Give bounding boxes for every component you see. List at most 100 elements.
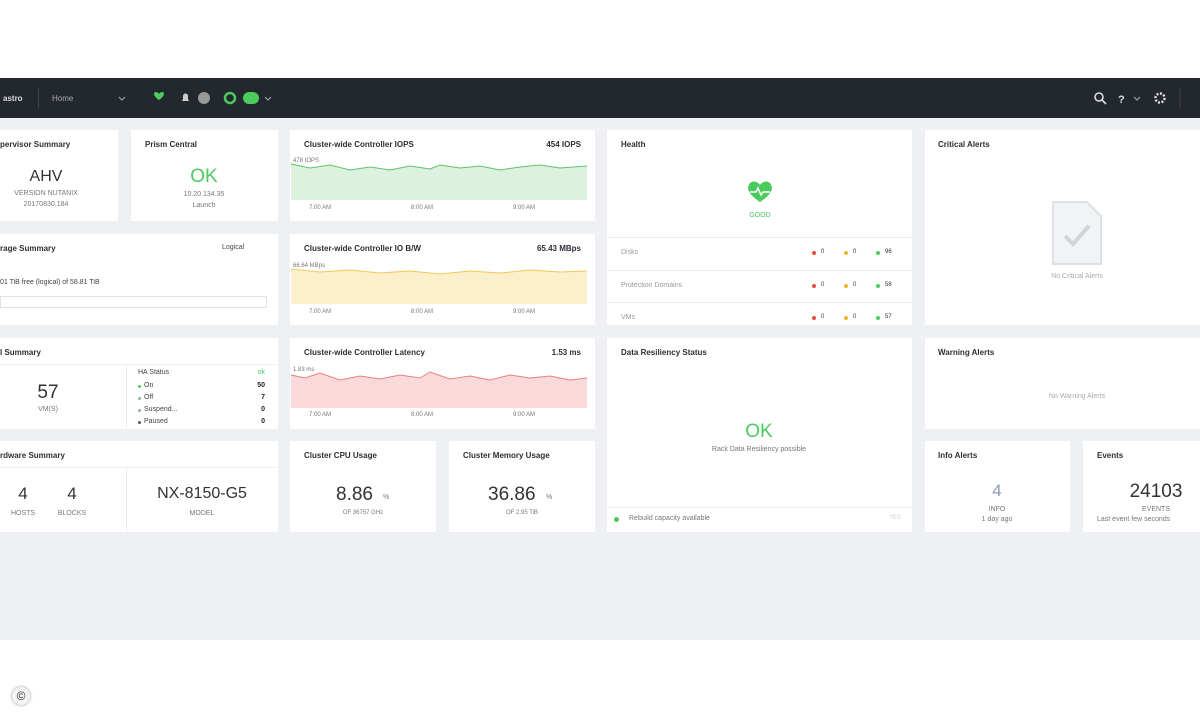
health-row-label: Disks bbox=[621, 249, 639, 256]
health-count: 0 bbox=[853, 249, 857, 255]
warning-text: No Warning Alerts bbox=[1048, 393, 1106, 400]
copyright: © bbox=[12, 687, 30, 705]
ha-row-value: 0 bbox=[261, 418, 265, 425]
ha-row-label: On bbox=[144, 382, 154, 389]
cpu-title: Cluster CPU Usage bbox=[304, 451, 377, 460]
divider bbox=[607, 507, 912, 508]
prism-central-ip: 10.20.134.35 bbox=[183, 191, 225, 198]
health-count: 57 bbox=[885, 314, 892, 320]
health-title: Health bbox=[621, 140, 646, 149]
events-count: 24103 bbox=[1129, 481, 1183, 502]
cpu-unit: % bbox=[383, 494, 390, 501]
status-dot bbox=[844, 316, 848, 320]
memory-card bbox=[449, 441, 595, 532]
memory-unit: % bbox=[546, 494, 553, 501]
prism-central-title: Prism Central bbox=[145, 140, 198, 149]
info-card bbox=[925, 441, 1070, 532]
navbar-brand: astro bbox=[3, 94, 23, 103]
critical-title: Critical Alerts bbox=[938, 140, 990, 149]
hypervisor-card bbox=[0, 130, 118, 221]
health-count: 0 bbox=[821, 314, 825, 320]
io-bw-title: Cluster-wide Controller IO B/W bbox=[304, 244, 421, 253]
health-count: 0 bbox=[821, 281, 825, 288]
resiliency-status: OK bbox=[745, 421, 773, 442]
ha-row-value: 50 bbox=[257, 382, 265, 389]
prism-card[interactable] bbox=[131, 130, 278, 221]
divider bbox=[607, 302, 912, 303]
hardware-model: NX-8150-G5 bbox=[157, 485, 247, 502]
hardware-card bbox=[0, 441, 278, 532]
prism-central-link[interactable]: Launch bbox=[192, 202, 216, 209]
status-dot bbox=[138, 385, 141, 388]
resiliency-title: Data Resiliency Status bbox=[621, 348, 707, 357]
memory-value: 36.86 bbox=[488, 484, 536, 505]
memory-title: Cluster Memory Usage bbox=[463, 451, 550, 460]
health-count: 96 bbox=[885, 249, 892, 255]
info-time: 1 day ago bbox=[981, 516, 1013, 523]
health-row-label: VMs bbox=[621, 314, 635, 321]
status-dot bbox=[812, 316, 816, 320]
times-1: 8:00 AM bbox=[410, 309, 434, 315]
ha-row-value: 0 bbox=[261, 406, 265, 413]
io-bw-current: 65.43 MBps bbox=[536, 244, 581, 253]
iops-current: 454 IOPS bbox=[546, 140, 581, 149]
hypervisor-version: VERSION NUTANIX bbox=[14, 190, 78, 197]
divider bbox=[607, 237, 912, 238]
warning-title: Warning Alerts bbox=[938, 348, 995, 357]
iops-title: Cluster-wide Controller IOPS bbox=[304, 140, 414, 149]
times-2: 9:00 AM bbox=[512, 205, 536, 211]
nav-icons: ? bbox=[118, 88, 1181, 108]
status-dot bbox=[876, 316, 880, 320]
events-time: Last event few seconds bbox=[1097, 516, 1171, 523]
ha-row-label: Paused bbox=[144, 418, 168, 425]
hypervisor-name: AHV bbox=[29, 168, 63, 185]
search-icon[interactable] bbox=[1094, 92, 1104, 102]
times-1: 8:00 AM bbox=[410, 412, 434, 418]
bell-icon[interactable] bbox=[182, 93, 189, 102]
ha-row-label: Off bbox=[144, 394, 154, 401]
memory-sub: OF 2.95 TiB bbox=[505, 510, 539, 516]
storage-text: 01 TiB free (logical) of 58.81 TiB bbox=[0, 279, 100, 286]
status-dot bbox=[138, 421, 141, 424]
vm-card bbox=[0, 338, 278, 429]
settings-icon[interactable] bbox=[1154, 92, 1166, 104]
health-card bbox=[607, 130, 912, 325]
status-dot bbox=[812, 283, 816, 288]
warning-card bbox=[925, 338, 1200, 429]
critical-text: No Critical Alerts bbox=[1051, 273, 1103, 280]
help-icon[interactable]: ? bbox=[1118, 94, 1125, 106]
times-0: 7:00 AM bbox=[308, 412, 332, 418]
health-row-label: Protection Domains bbox=[621, 281, 683, 289]
vm-count: 57 bbox=[37, 382, 59, 403]
iops-peak: 478 IOPS bbox=[293, 158, 320, 164]
status-dot bbox=[876, 283, 880, 288]
hardware-title: rdware Summary bbox=[0, 451, 65, 460]
hypervisor-build: 20170830.184 bbox=[23, 201, 69, 208]
health-heart bbox=[748, 181, 772, 202]
divider bbox=[0, 467, 278, 468]
vm-count-label: VM(S) bbox=[38, 406, 58, 413]
ha-row-label: Suspend... bbox=[144, 406, 178, 413]
no-alerts-icon bbox=[1052, 201, 1102, 265]
resiliency-text: Rack Data Resiliency possible bbox=[711, 446, 807, 453]
events-card bbox=[1083, 441, 1200, 532]
status-icon[interactable] bbox=[223, 91, 237, 105]
prism-central-status: OK bbox=[190, 166, 218, 187]
divider bbox=[607, 269, 912, 271]
divider bbox=[0, 364, 278, 365]
times-2: 9:00 AM bbox=[512, 412, 536, 418]
health-icon[interactable] bbox=[154, 92, 164, 100]
times-0: 7:00 AM bbox=[308, 309, 332, 315]
vm-ha-label: HA Status bbox=[138, 369, 170, 376]
times-0: 7:00 AM bbox=[308, 205, 332, 211]
navbar-menu[interactable]: Home bbox=[52, 94, 74, 103]
resiliency-card bbox=[607, 338, 912, 532]
hardware-hosts-label: HOSTS bbox=[10, 510, 36, 517]
resiliency-footer: Rebuild capacity available bbox=[629, 515, 710, 522]
resiliency-footer-value: YES bbox=[889, 515, 902, 521]
health-status: GOOD bbox=[749, 212, 771, 219]
hardware-blocks: 4 bbox=[67, 484, 77, 503]
storage-mode[interactable]: Logical bbox=[222, 244, 245, 251]
